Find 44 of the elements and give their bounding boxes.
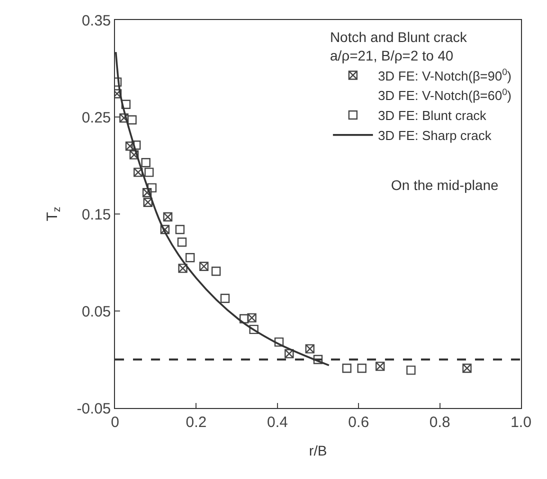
point <box>211 266 221 276</box>
text: 3D FE: V-Notch(β=60$^{0}$) <box>378 86 512 104</box>
point <box>177 238 187 247</box>
point <box>357 364 366 373</box>
point <box>220 294 230 303</box>
point <box>121 100 131 109</box>
annotation: On the mid-plane <box>391 177 499 193</box>
y-tick-label: 0.35 <box>82 12 111 30</box>
point <box>141 158 150 168</box>
point <box>406 366 416 375</box>
x-tick-label: 0.4 <box>266 414 288 432</box>
point <box>313 354 323 364</box>
point <box>284 349 294 358</box>
y-tick-label: 0.05 <box>82 303 111 320</box>
point <box>160 224 170 234</box>
point <box>247 313 256 322</box>
legend-label: 3D FE: Sharp crack <box>378 128 492 143</box>
x-tick-label: 0.2 <box>186 414 207 432</box>
point <box>144 168 154 177</box>
legend-label: 3D FE: V-Notch(β=90$^{0}$) <box>378 66 512 84</box>
point <box>305 344 314 354</box>
legend-title: Notch and Blunt crack a/ρ=21, B/ρ=2 to 40 <box>330 29 468 64</box>
x-axis-title: r/B <box>309 442 327 458</box>
y-tick-label: -0.05 <box>76 400 111 418</box>
point <box>175 224 185 234</box>
y-tick-label: 0.15 <box>82 206 111 224</box>
point <box>125 142 135 151</box>
y-tick-label: 0.25 <box>82 109 111 126</box>
point <box>186 253 195 262</box>
point <box>178 264 188 273</box>
point <box>119 113 129 123</box>
point <box>342 364 352 373</box>
point <box>376 362 385 371</box>
point <box>199 262 209 271</box>
point <box>129 150 139 160</box>
x-tick-label: 1.0 <box>510 414 532 432</box>
x-tick-label: 0.6 <box>348 414 370 432</box>
point <box>462 364 472 373</box>
x-tick-label: 0 <box>110 414 120 432</box>
legend-label: 3D FE: Blunt crack <box>378 108 487 124</box>
x-tick-label: 0.8 <box>429 414 450 432</box>
point <box>163 212 172 222</box>
point <box>134 168 143 177</box>
point <box>274 337 284 347</box>
